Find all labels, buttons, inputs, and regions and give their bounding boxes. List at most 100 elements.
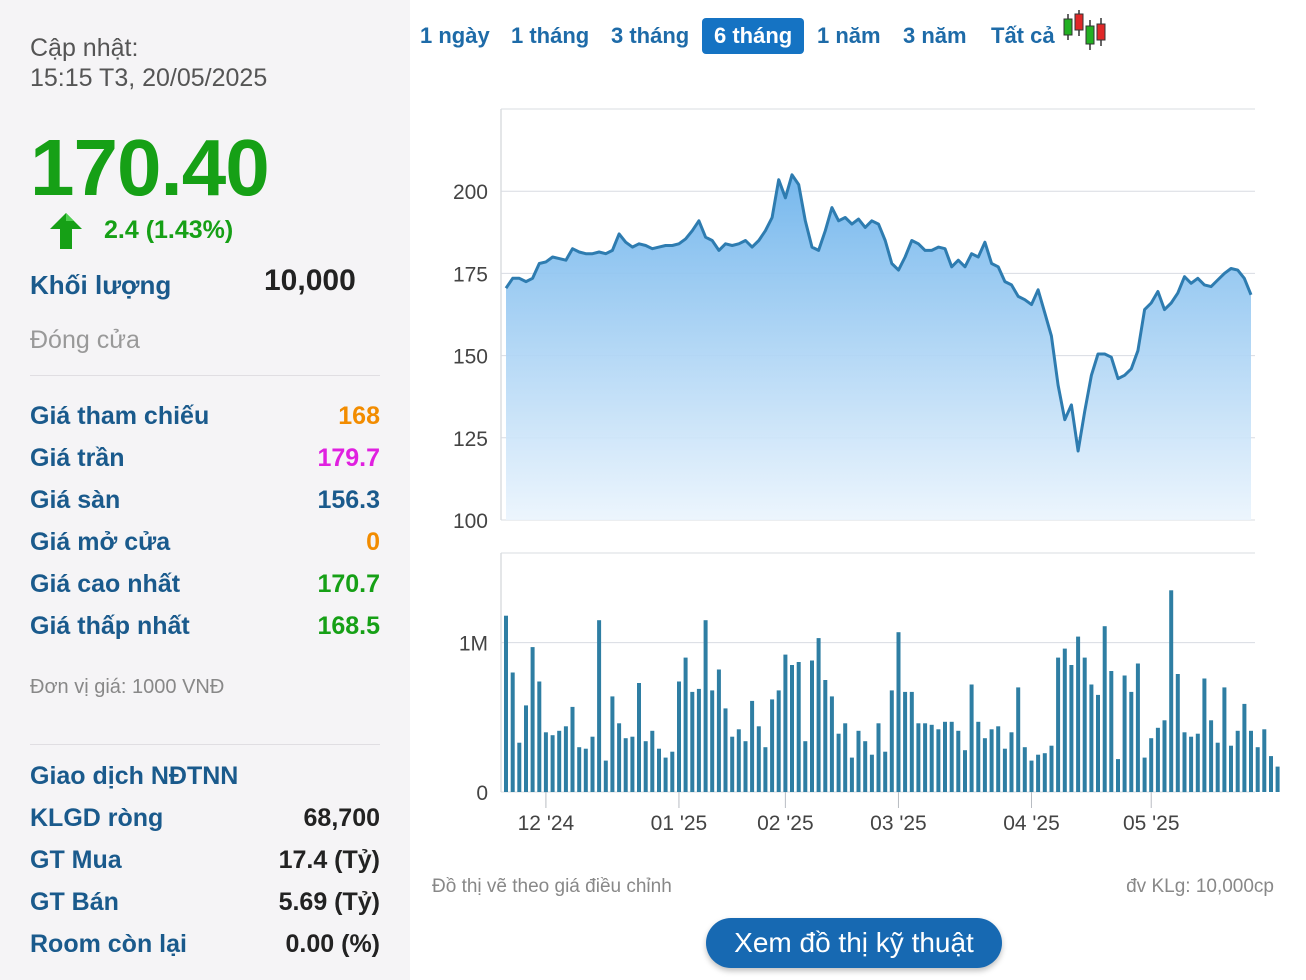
stat-row-reference: Giá tham chiếu 168 [30,402,380,432]
volume-bar [916,723,921,792]
price-tick-label: 125 [453,428,488,451]
volume-bar [1135,663,1140,792]
volume-bar [710,690,715,792]
volume-bar [856,730,861,792]
volume-bar [1129,691,1134,792]
volume-bar [583,748,588,792]
stat-value: 170.7 [317,570,380,598]
x-tick-label: 04 '25 [1003,812,1060,835]
volume-bar [670,751,675,792]
volume-bar [849,757,854,792]
volume-bar [1062,648,1067,792]
volume-bar [843,723,848,792]
volume-bar [716,669,721,792]
volume-bar [643,741,648,792]
volume-bar [1116,759,1120,792]
volume-bar [1242,703,1247,792]
volume-bar [1209,720,1214,792]
volume-bar [982,738,987,792]
volume-bar [677,681,681,792]
candlestick-chart-icon[interactable] [1062,10,1106,52]
stat-row-ceiling: Giá trần 179.7 [30,444,380,474]
volume-bar [750,700,755,792]
volume-bar [969,684,974,792]
volume-bar [1069,665,1074,792]
stat-label: Giá thấp nhất [30,612,190,640]
volume-bar [1215,742,1220,792]
volume-bar [623,738,628,792]
volume-bar [1169,590,1174,792]
x-tick-label: 01 '25 [651,812,708,835]
technical-chart-button[interactable]: Xem đồ thị kỹ thuật [706,918,1002,968]
foreign-row-net-volume: KLGD ròng 68,700 [30,804,380,834]
stat-label: Giá trần [30,444,125,472]
volume-bar [570,706,575,792]
tab-6-months[interactable]: 6 tháng [702,18,805,54]
volume-bar [597,620,602,792]
volume-bar [1275,766,1280,792]
market-status: Đóng cửa [30,326,140,354]
volume-value: 10,000 [264,264,356,297]
x-tick-label: 12 '24 [518,812,575,835]
volume-bar [889,690,894,792]
volume-bar [696,688,701,792]
arrow-up-icon [50,213,82,249]
divider [30,375,380,376]
volume-bar [923,723,928,792]
volume-bar [683,657,688,792]
volume-bar [863,741,868,792]
volume-bar [1056,657,1061,792]
foreign-row-sell: GT Bán 5.69 (Tỷ) [30,888,380,918]
volume-bar [869,754,874,792]
volume-bar [1029,760,1034,792]
volume-bar [909,691,914,792]
tab-1-month[interactable]: 1 tháng [511,23,590,48]
volume-bar [1269,756,1273,792]
volume-bar [590,736,595,792]
volume-bar [1076,636,1081,792]
volume-bar [1182,732,1187,793]
volume-bar [1036,754,1041,792]
volume-bar [517,742,522,792]
stat-label: Giá mở cửa [30,528,171,556]
stat-value: 156.3 [317,486,380,514]
volume-bar [1102,626,1107,792]
stock-info-panel [0,0,410,980]
price-tick-label: 100 [453,510,488,533]
volume-bar [956,730,961,792]
volume-bar [943,721,947,792]
volume-bar [1249,730,1253,792]
volume-bar [557,730,562,792]
volume-bar [1149,738,1154,792]
tab-1-day[interactable]: 1 ngày [420,23,490,48]
volume-tick-label: 0 [476,782,488,805]
tab-1-year[interactable]: 1 năm [817,23,881,48]
volume-bar [663,757,668,792]
volume-bar [1009,732,1014,793]
x-tick-label: 05 '25 [1123,812,1180,835]
foreign-label: GT Bán [30,888,119,916]
volume-bar [1122,675,1127,792]
volume-bar [836,733,841,792]
volume-bar [929,724,934,792]
stat-label: Giá sàn [30,486,121,514]
volume-bar [963,750,967,792]
volume-bar [783,654,788,792]
volume-bar [1002,748,1007,792]
volume-bar [650,730,655,792]
tab-all[interactable]: Tất cả [991,23,1055,48]
volume-bar [730,736,735,792]
tab-3-years[interactable]: 3 năm [903,23,967,48]
volume-bar [530,647,535,792]
current-price: 170.40 [30,123,270,212]
foreign-label: Room còn lại [30,930,187,958]
adjusted-price-note: Đồ thị vẽ theo giá điều chỉnh [432,876,672,897]
volume-bar [796,662,801,792]
volume-bar [829,696,834,792]
volume-bar [763,747,768,792]
volume-bar [1042,753,1047,792]
volume-bar [630,736,635,792]
volume-bar [996,726,1001,792]
tab-3-months[interactable]: 3 tháng [611,23,690,48]
